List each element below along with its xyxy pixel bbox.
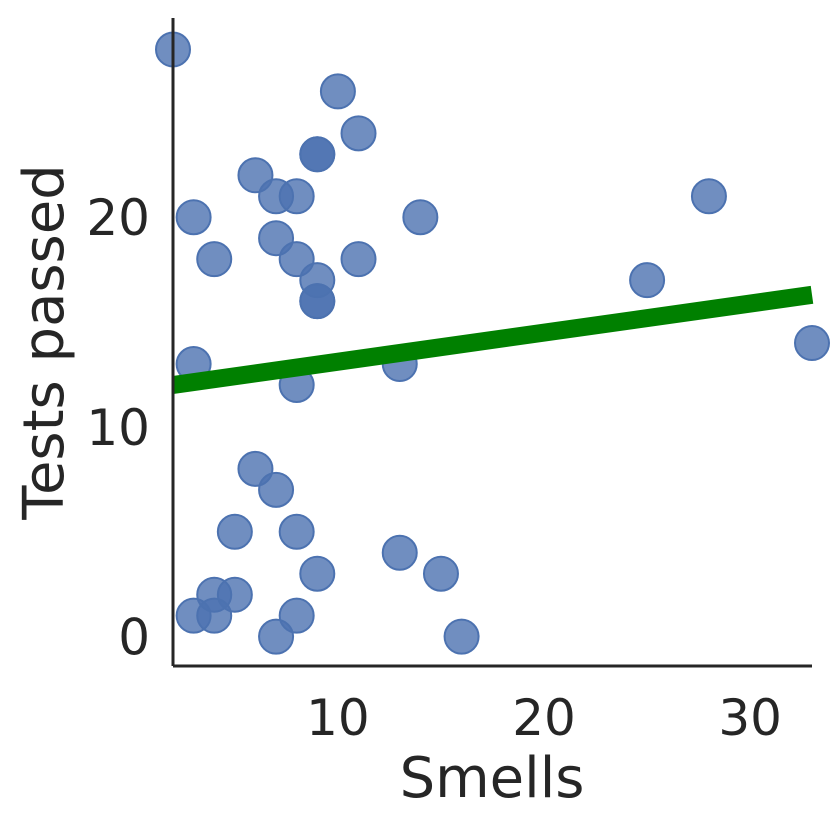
data-point-35 — [258, 618, 295, 655]
data-point-4 — [299, 136, 336, 173]
data-point-16 — [629, 262, 666, 299]
y-tick-labels: 0 10 20 — [86, 189, 150, 666]
data-point-2 — [340, 115, 377, 152]
data-point-10 — [402, 199, 439, 236]
data-point-36 — [443, 618, 480, 655]
data-point-33 — [196, 597, 233, 634]
x-tick-labels: 10 20 30 — [306, 689, 782, 747]
data-point-9 — [175, 199, 212, 236]
points-layer — [155, 31, 830, 655]
data-point-28 — [299, 555, 336, 592]
y-tick-label-10: 10 — [86, 399, 150, 457]
data-point-19 — [794, 325, 830, 362]
x-tick-label-20: 20 — [512, 689, 576, 747]
y-tick-label-0: 0 — [118, 609, 150, 667]
x-tick-label-30: 30 — [718, 689, 782, 747]
regression-line — [171, 285, 814, 394]
y-axis-label: Tests passed — [12, 164, 77, 520]
x-axis-label: Smells — [400, 746, 585, 811]
data-point-8 — [690, 178, 727, 215]
y-tick-label-20: 20 — [86, 189, 150, 247]
data-point-18 — [299, 283, 336, 320]
data-point-24 — [258, 471, 295, 508]
data-point-29 — [422, 555, 459, 592]
data-point-26 — [278, 513, 315, 550]
data-point-14 — [340, 241, 377, 278]
data-point-1 — [319, 73, 356, 110]
x-tick-label-10: 10 — [306, 689, 370, 747]
data-point-27 — [381, 534, 418, 571]
data-point-7 — [278, 178, 315, 215]
data-point-12 — [196, 241, 233, 278]
data-point-25 — [216, 513, 253, 550]
